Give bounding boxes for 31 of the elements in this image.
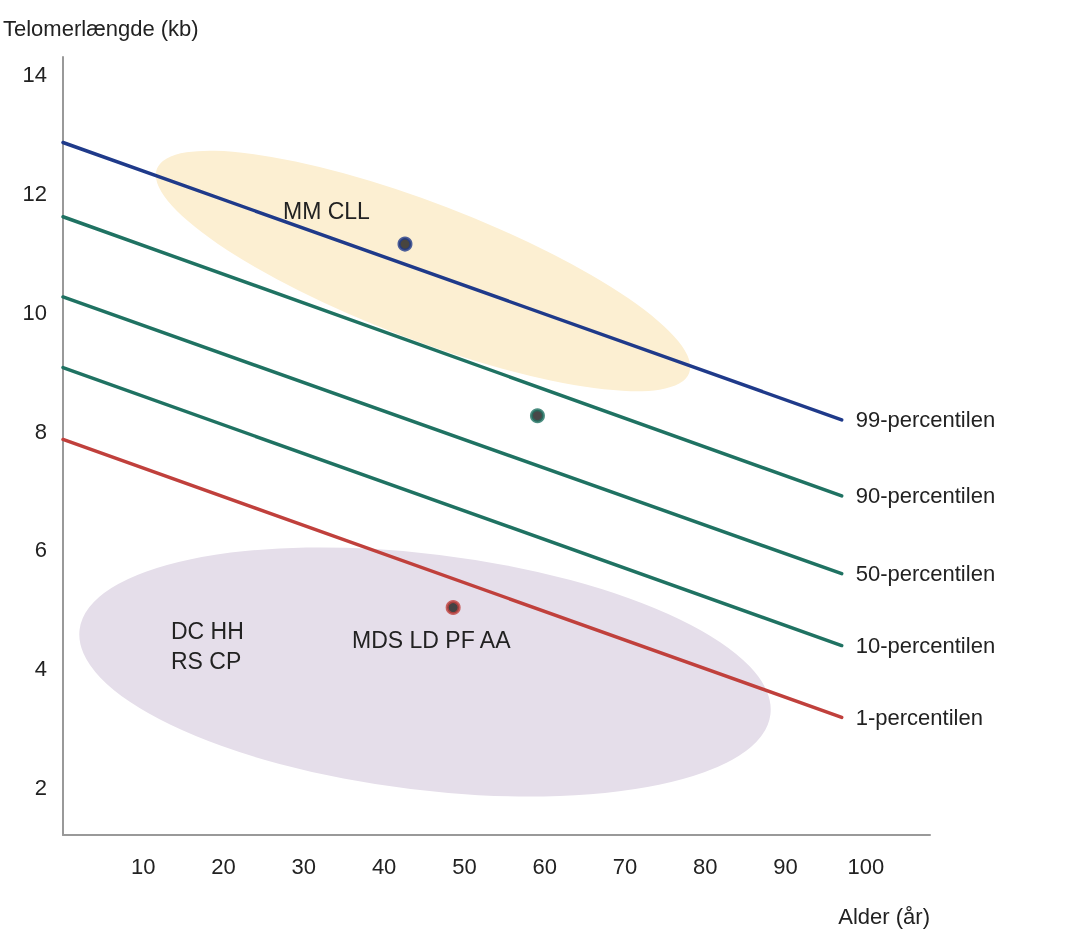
series-label: 10-percentilen xyxy=(855,633,996,659)
y-tick-label: 6 xyxy=(34,537,47,563)
series-label: 99-percentilen xyxy=(855,407,996,433)
y-tick-label: 8 xyxy=(34,418,47,444)
x-tick-label: 10 xyxy=(131,853,156,879)
y-tick-label: 2 xyxy=(34,774,47,800)
series-label: 1-percentilen xyxy=(855,704,983,730)
annotation: MM CLL xyxy=(283,197,371,224)
y-tick-label: 12 xyxy=(22,181,47,207)
x-tick-label: 80 xyxy=(692,853,718,879)
annotation: RS CP xyxy=(171,647,242,674)
x-tick-label: 50 xyxy=(452,853,477,879)
x-tick-label: 100 xyxy=(847,853,885,879)
x-tick-label: 20 xyxy=(211,853,236,879)
annotation: MDS LD PF AA xyxy=(352,626,512,653)
x-tick-label: 30 xyxy=(291,853,317,879)
y-axis-title: Telomerlængde (kb) xyxy=(3,15,199,41)
point xyxy=(529,408,545,424)
point xyxy=(445,600,461,616)
y-tick-label: 14 xyxy=(22,62,47,88)
x-tick-label: 90 xyxy=(773,853,798,879)
x-tick-label: 60 xyxy=(532,853,557,879)
series-label: 50-percentilen xyxy=(855,561,996,587)
annotation: DC HH xyxy=(171,617,244,644)
y-tick-label: 4 xyxy=(34,656,47,682)
x-tick-label: 40 xyxy=(371,853,397,879)
point xyxy=(397,236,413,252)
x-tick-label: 70 xyxy=(612,853,638,879)
y-tick-label: 10 xyxy=(22,299,47,325)
series-label: 90-percentilen xyxy=(855,483,996,509)
x-axis-title: Alder (år) xyxy=(838,903,930,929)
